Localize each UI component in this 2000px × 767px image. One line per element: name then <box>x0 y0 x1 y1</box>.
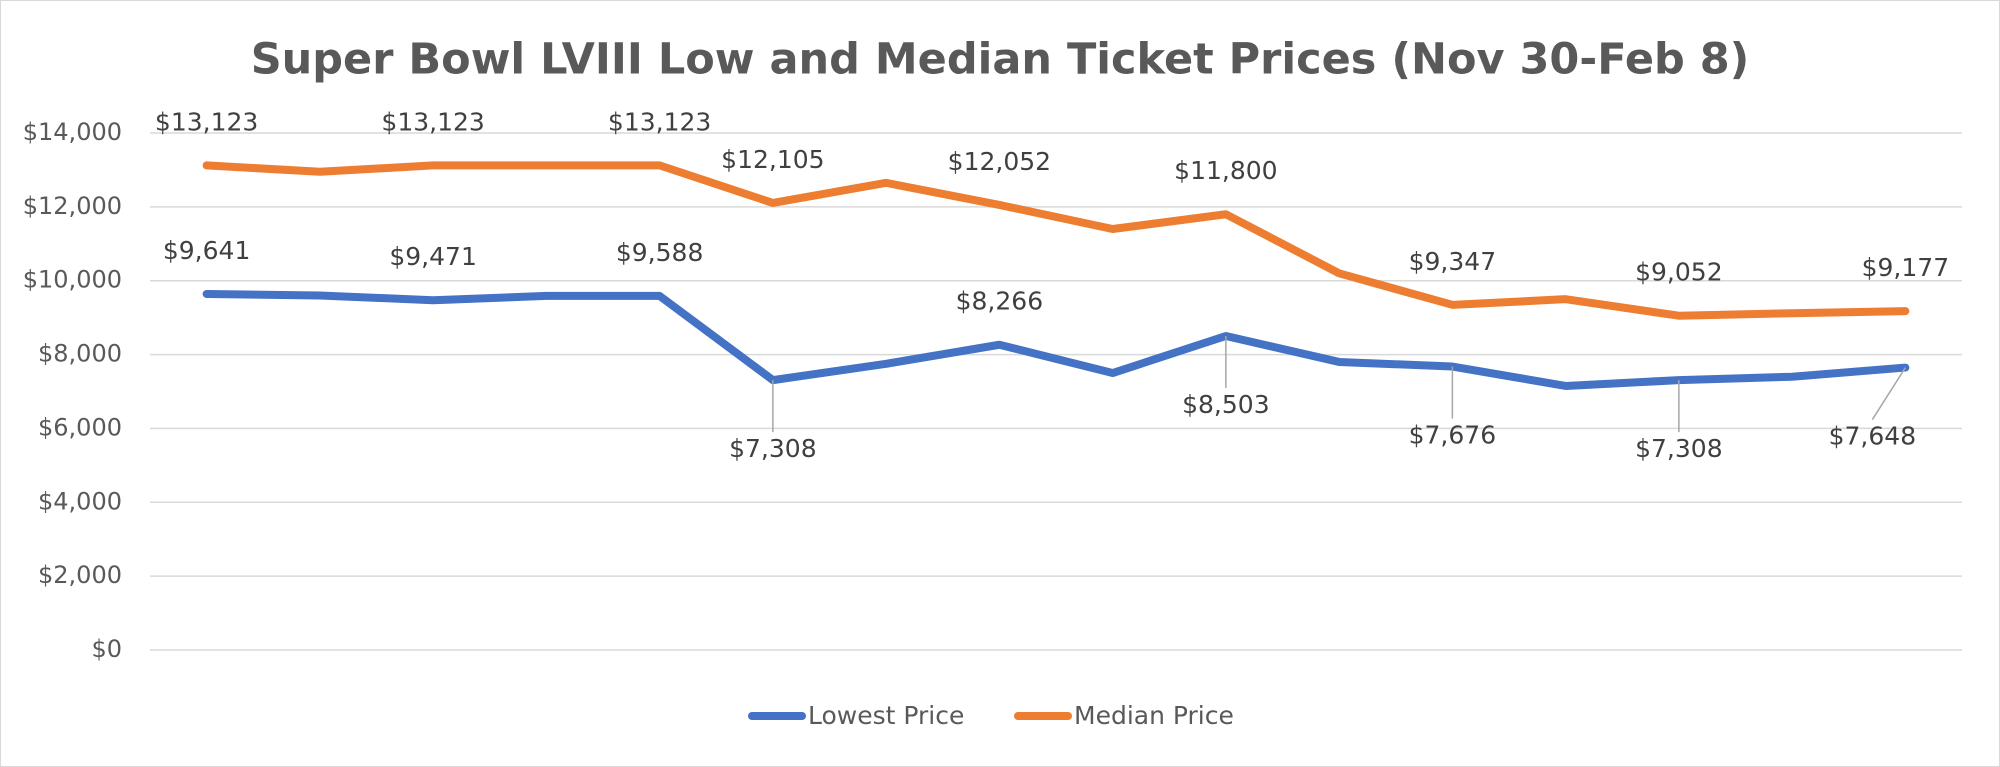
data-label: $7,676 <box>1409 421 1496 450</box>
y-tick-label: $12,000 <box>23 192 122 220</box>
y-tick-label: $0 <box>91 635 122 663</box>
data-label: $11,800 <box>1174 156 1277 185</box>
data-label: $9,052 <box>1635 258 1722 287</box>
y-tick-label: $2,000 <box>38 561 122 589</box>
data-label: $7,308 <box>1635 434 1722 463</box>
data-label: $9,347 <box>1409 247 1496 276</box>
data-label: $9,588 <box>616 238 703 267</box>
legend-label: Lowest Price <box>808 701 964 730</box>
data-label: $9,641 <box>163 236 250 265</box>
data-label: $7,648 <box>1829 422 1916 451</box>
y-tick-label: $6,000 <box>38 413 122 441</box>
y-tick-label: $14,000 <box>23 118 122 146</box>
data-label: $13,123 <box>608 107 711 136</box>
y-tick-label: $8,000 <box>38 340 122 368</box>
y-tick-label: $4,000 <box>38 487 122 515</box>
data-label: $13,123 <box>381 107 484 136</box>
y-tick-label: $10,000 <box>23 266 122 294</box>
data-label: $8,266 <box>956 287 1043 316</box>
series-line <box>202 161 1910 320</box>
data-label: $7,308 <box>729 434 816 463</box>
data-label: $13,123 <box>155 107 258 136</box>
chart-title: Super Bowl LVIII Low and Median Ticket P… <box>251 35 1750 85</box>
data-label: $9,471 <box>389 242 476 271</box>
legend-label: Median Price <box>1074 701 1234 730</box>
leader-line <box>1871 367 1907 420</box>
series-line <box>202 289 1910 390</box>
data-label: $12,105 <box>721 145 824 174</box>
data-label: $9,177 <box>1862 253 1949 282</box>
data-label: $12,052 <box>948 147 1051 176</box>
data-label: $8,503 <box>1182 390 1269 419</box>
